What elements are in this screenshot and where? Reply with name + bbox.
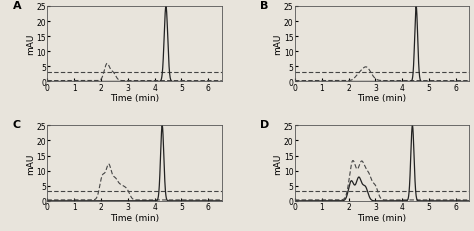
Y-axis label: mAU: mAU [26,34,35,55]
X-axis label: Time (min): Time (min) [357,213,407,222]
Text: A: A [12,1,21,11]
X-axis label: Time (min): Time (min) [110,213,159,222]
X-axis label: Time (min): Time (min) [357,94,407,103]
Y-axis label: mAU: mAU [273,153,283,174]
Y-axis label: mAU: mAU [26,153,35,174]
Text: D: D [260,120,269,130]
Text: B: B [260,1,268,11]
Y-axis label: mAU: mAU [273,34,283,55]
X-axis label: Time (min): Time (min) [110,94,159,103]
Text: C: C [12,120,21,130]
